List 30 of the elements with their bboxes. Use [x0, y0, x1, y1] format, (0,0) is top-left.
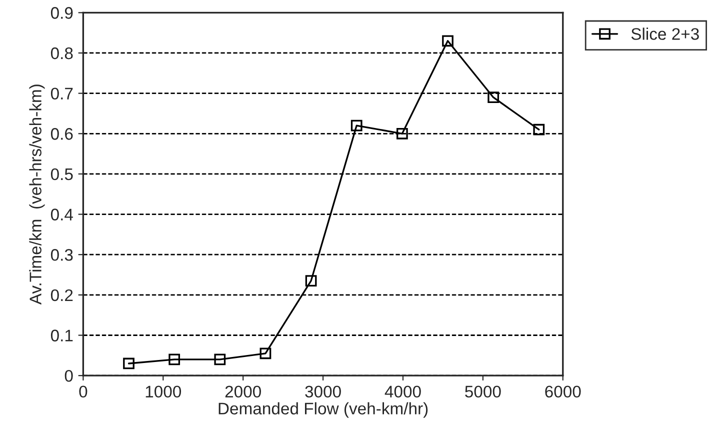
- y-tick-label: 0.1: [50, 330, 73, 342]
- y-axis-title: Av.Time/km (veh-hrs/veh-km): [29, 84, 45, 305]
- x-axis-title: Demanded Flow (veh-km/hr): [218, 402, 428, 418]
- x-tick-label: 6000: [545, 386, 581, 398]
- point: [396, 128, 408, 140]
- point: [488, 92, 500, 104]
- point: [260, 348, 272, 360]
- point: [214, 354, 226, 366]
- x-tick-label: 5000: [465, 386, 501, 398]
- y-tick-label: 0.2: [50, 289, 73, 302]
- y-tick-label: 0.8: [50, 47, 73, 60]
- x-tick-label: 2000: [225, 386, 261, 398]
- y-tick-label: 0.7: [50, 88, 73, 100]
- point: [350, 120, 362, 132]
- point: [533, 124, 545, 136]
- x-tick-label: 4000: [384, 386, 421, 398]
- legend-label: Slice 2+3: [631, 28, 699, 40]
- y-tick-label: 0.6: [50, 128, 73, 140]
- point: [123, 358, 134, 370]
- y-tick-label: 0.4: [50, 208, 73, 220]
- point: [305, 275, 317, 287]
- point: [442, 35, 454, 47]
- point: [168, 354, 180, 366]
- x-tick-label: 3000: [305, 386, 341, 398]
- y-tick-label: 0.3: [50, 249, 73, 261]
- x-tick-label: 0: [79, 386, 88, 398]
- y-tick-label: 0: [64, 370, 73, 382]
- x-tick-label: 1000: [146, 386, 182, 398]
- y-tick-label: 0.9: [50, 7, 73, 19]
- y-tick-label: 0.5: [50, 168, 73, 180]
